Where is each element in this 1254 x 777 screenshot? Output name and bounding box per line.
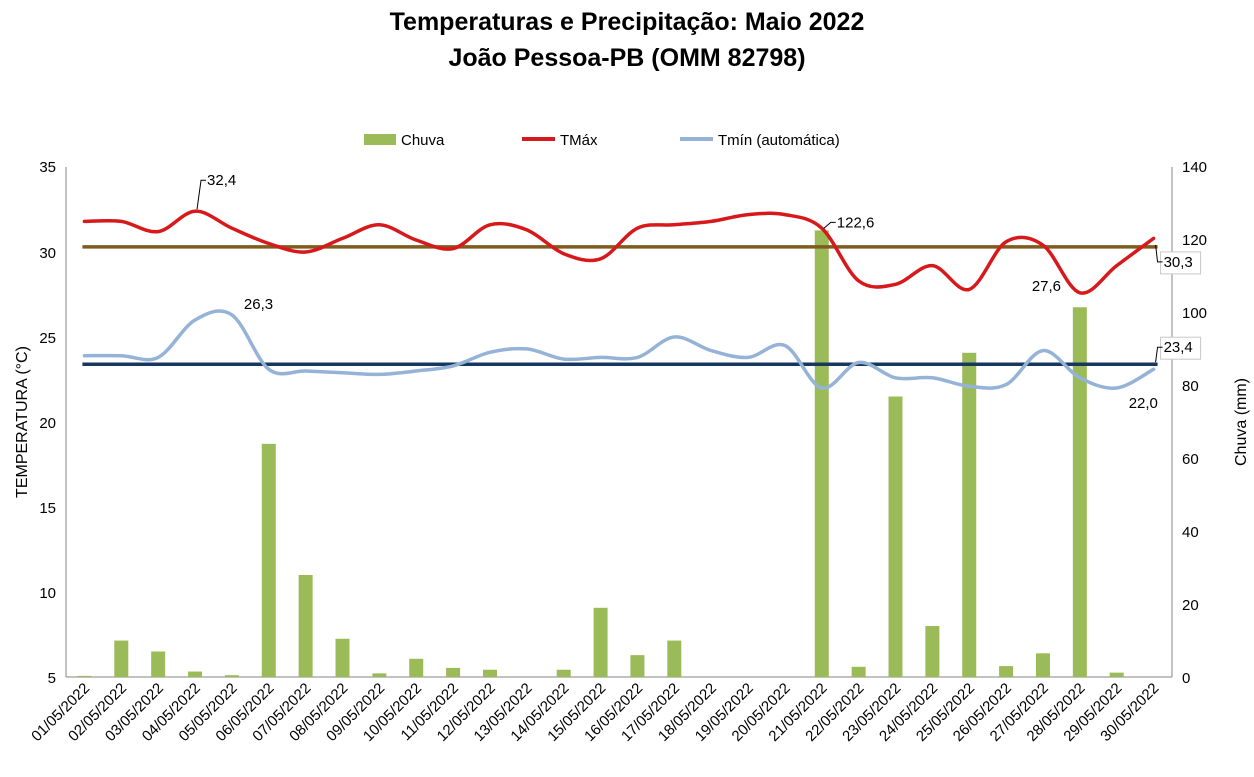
data-label: 32,4 [207,172,236,189]
legend-label-tmin: Tmín (automática) [718,132,840,149]
bar-chuva [261,443,276,677]
data-label-leader [823,221,836,229]
data-label: 30,3 [1164,254,1193,271]
data-label-leader [196,179,207,210]
data-label-leader [1155,346,1163,363]
bar-chuva [999,666,1014,677]
bar-chuva [151,651,166,677]
y-right-tick: 140 [1182,159,1207,176]
data-label-box [1160,336,1202,360]
y-left-tick: 35 [39,159,56,176]
bar-chuva [556,669,571,677]
data-label-leader [1155,244,1163,263]
y-left-tick: 30 [39,245,56,262]
bar-chuva [482,669,497,677]
y-right-tick: 60 [1182,451,1199,468]
bar-chuva [814,230,829,677]
bar-chuva [630,655,645,677]
y-left-tick: 25 [39,330,56,347]
chart-title: Temperaturas e Precipitação: Maio 2022 [389,8,865,36]
bar-chuva [888,396,903,677]
y-right-tick: 0 [1182,670,1190,687]
legend: Chuva TMáx Tmín (automática) [364,132,840,149]
bar-chuva [1035,653,1050,677]
y-right-tick: 80 [1182,378,1199,395]
data-label: 22,0 [1129,395,1158,412]
bar-chuva [962,352,977,677]
data-label: 122,6 [837,214,875,231]
y-right-tick: 100 [1182,305,1207,322]
bar-chuva [224,675,239,677]
bar-chuva [188,671,203,677]
legend-swatch-chuva [364,134,396,145]
data-label: 23,4 [1164,339,1193,356]
bar-chuva [298,575,313,677]
y-right-tick: 20 [1182,597,1199,614]
y-left-tick: 5 [48,670,56,687]
reference-lines [82,245,1158,366]
legend-label-tmax: TMáx [560,132,598,149]
bar-chuva [335,638,350,677]
data-label: 27,6 [1032,278,1061,295]
line-tmin [82,309,1156,390]
bar-chuva [1109,672,1124,677]
bars-chuva [77,230,1124,677]
bar-chuva [114,640,129,677]
y-axis-left-title: TEMPERATURA (°C) [14,346,31,498]
y-right-ticks: 140 120 100 80 60 40 20 0 [1182,159,1207,687]
y-left-tick: 15 [39,500,56,517]
data-label-box [1160,251,1202,275]
x-ticks: 01/05/202202/05/202203/05/202204/05/2022… [28,680,1162,745]
bar-chuva [77,675,92,677]
bar-chuva [593,607,608,677]
bar-chuva [372,673,387,677]
y-left-tick: 20 [39,415,56,432]
chart-subtitle: João Pessoa-PB (OMM 82798) [448,44,806,72]
bar-chuva [409,658,424,677]
data-labels: 32,4 26,3 122,6 27,6 22,0 30,3 23,4 [196,172,1202,412]
bar-chuva [925,626,940,677]
bar-chuva [1072,307,1087,677]
y-right-tick: 120 [1182,232,1207,249]
data-label: 26,3 [244,296,273,313]
y-right-tick: 40 [1182,524,1199,541]
y-left-ticks: 35 30 25 20 15 10 5 [39,159,56,687]
bar-chuva [446,667,461,677]
line-tmax [82,209,1156,295]
y-left-tick: 10 [39,585,56,602]
bar-chuva [667,640,682,677]
legend-label-chuva: Chuva [401,132,445,149]
bar-chuva [851,666,866,677]
y-axis-right-title: Chuva (mm) [1233,378,1250,466]
temperature-lines [82,209,1156,390]
